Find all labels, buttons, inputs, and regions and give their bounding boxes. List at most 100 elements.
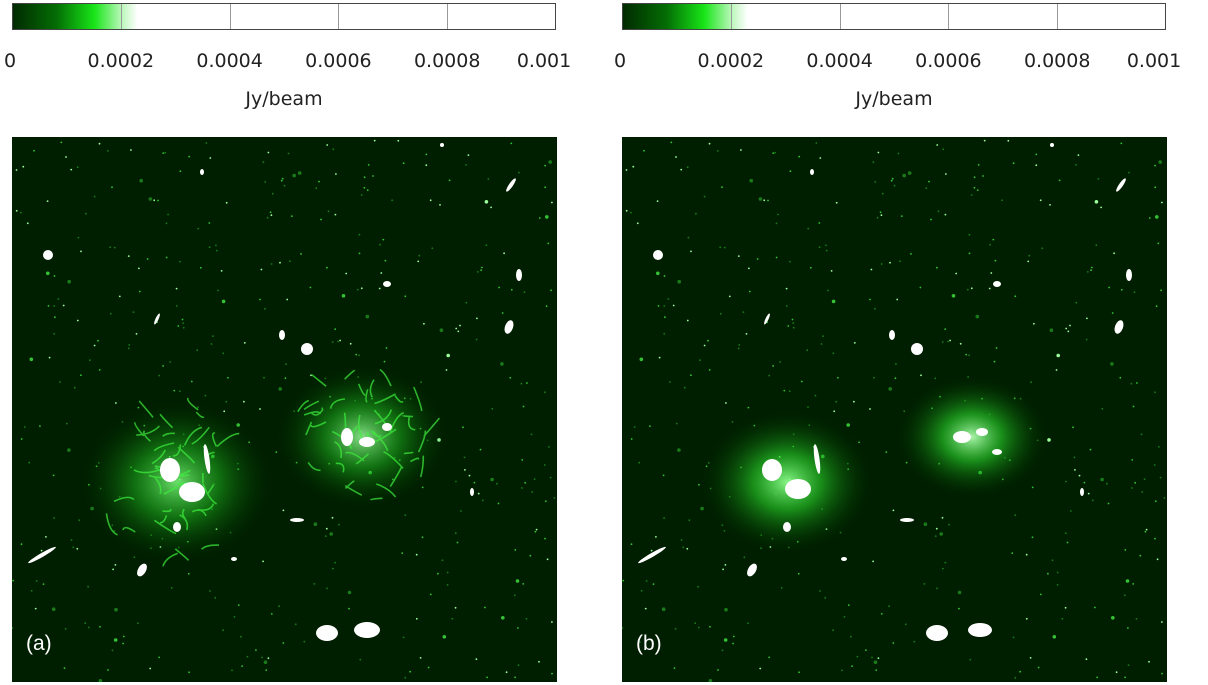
faint-source bbox=[880, 263, 883, 265]
faint-source bbox=[941, 516, 944, 519]
faint-source bbox=[521, 487, 523, 489]
filament bbox=[357, 414, 364, 439]
faint-source bbox=[1130, 382, 1133, 385]
faint-source bbox=[464, 469, 466, 471]
filament bbox=[163, 485, 178, 495]
faint-source bbox=[877, 151, 880, 154]
faint-source bbox=[1051, 559, 1054, 562]
faint-source bbox=[732, 642, 734, 645]
faint-source bbox=[825, 249, 828, 252]
faint-source bbox=[663, 275, 666, 277]
colorbar-ticklabel: 0.0008 bbox=[1023, 50, 1091, 72]
faint-source bbox=[54, 316, 56, 319]
filament bbox=[216, 432, 240, 448]
faint-source bbox=[772, 365, 774, 367]
faint-source bbox=[894, 377, 897, 380]
faint-source bbox=[264, 307, 266, 310]
faint-source bbox=[548, 446, 550, 448]
faint-source bbox=[87, 585, 89, 588]
faint-source bbox=[846, 423, 850, 427]
faint-source bbox=[347, 590, 352, 595]
faint-source bbox=[538, 217, 541, 219]
faint-source bbox=[278, 387, 283, 391]
faint-source bbox=[137, 406, 140, 409]
faint-source bbox=[777, 213, 779, 216]
faint-source bbox=[1106, 482, 1108, 485]
faint-source bbox=[544, 391, 546, 394]
faint-source bbox=[383, 360, 386, 363]
faint-source bbox=[1161, 201, 1163, 204]
faint-source bbox=[109, 312, 112, 315]
filament bbox=[394, 395, 404, 403]
faint-source bbox=[115, 402, 117, 404]
faint-source bbox=[146, 258, 149, 260]
faint-source bbox=[518, 171, 520, 174]
faint-source bbox=[895, 363, 897, 365]
faint-source bbox=[442, 635, 447, 639]
filament bbox=[159, 514, 168, 524]
faint-source bbox=[1078, 474, 1081, 477]
faint-source bbox=[708, 679, 713, 682]
faint-source bbox=[1029, 657, 1032, 659]
filament bbox=[191, 426, 210, 445]
faint-source bbox=[138, 290, 141, 293]
faint-source bbox=[843, 616, 846, 618]
faint-source bbox=[920, 374, 922, 377]
faint-source bbox=[775, 256, 778, 259]
faint-source bbox=[745, 333, 748, 335]
faint-source bbox=[237, 604, 240, 606]
faint-source bbox=[725, 402, 727, 404]
faint-source bbox=[934, 535, 937, 537]
faint-source bbox=[70, 539, 73, 541]
faint-source bbox=[204, 394, 207, 397]
faint-source bbox=[789, 170, 792, 173]
filament bbox=[153, 519, 177, 535]
faint-source bbox=[35, 580, 38, 582]
faint-source bbox=[223, 410, 226, 413]
faint-source bbox=[164, 151, 167, 154]
faint-source bbox=[246, 655, 249, 658]
faint-source bbox=[767, 199, 769, 202]
bright-sources-b bbox=[638, 143, 1132, 641]
faint-source bbox=[1144, 530, 1147, 533]
faint-source bbox=[1136, 382, 1138, 384]
faint-source bbox=[490, 477, 494, 482]
faint-source bbox=[853, 342, 856, 344]
faint-source bbox=[76, 166, 79, 169]
faint-source bbox=[656, 271, 660, 276]
filament bbox=[365, 389, 369, 403]
faint-source bbox=[1132, 583, 1135, 585]
faint-source bbox=[484, 606, 486, 609]
faint-source bbox=[1094, 200, 1099, 204]
faint-source bbox=[113, 638, 118, 642]
faint-source bbox=[768, 374, 771, 377]
faint-source bbox=[339, 339, 341, 342]
faint-source bbox=[425, 153, 428, 156]
faint-source bbox=[888, 387, 892, 391]
faint-source bbox=[977, 164, 980, 166]
faint-source bbox=[279, 261, 281, 264]
faint-source bbox=[819, 157, 822, 159]
faint-source bbox=[404, 676, 407, 679]
faint-source bbox=[329, 532, 334, 536]
faint-source bbox=[673, 667, 676, 669]
faint-source bbox=[465, 164, 467, 166]
colorbar-tick bbox=[839, 4, 841, 29]
faint-source bbox=[363, 186, 366, 189]
faint-source bbox=[913, 640, 916, 643]
faint-source bbox=[264, 181, 267, 183]
faint-source bbox=[1123, 594, 1126, 597]
faint-source bbox=[334, 561, 337, 564]
faint-source bbox=[1056, 584, 1059, 586]
faint-source bbox=[663, 332, 666, 335]
faint-source bbox=[157, 199, 159, 202]
faint-source bbox=[53, 517, 55, 519]
faint-source bbox=[210, 343, 213, 345]
filament bbox=[389, 411, 405, 433]
faint-source bbox=[481, 266, 483, 269]
faint-source bbox=[510, 288, 513, 291]
filament bbox=[379, 368, 392, 387]
faint-source bbox=[283, 184, 286, 187]
faint-source bbox=[45, 536, 47, 538]
filament bbox=[303, 400, 320, 411]
